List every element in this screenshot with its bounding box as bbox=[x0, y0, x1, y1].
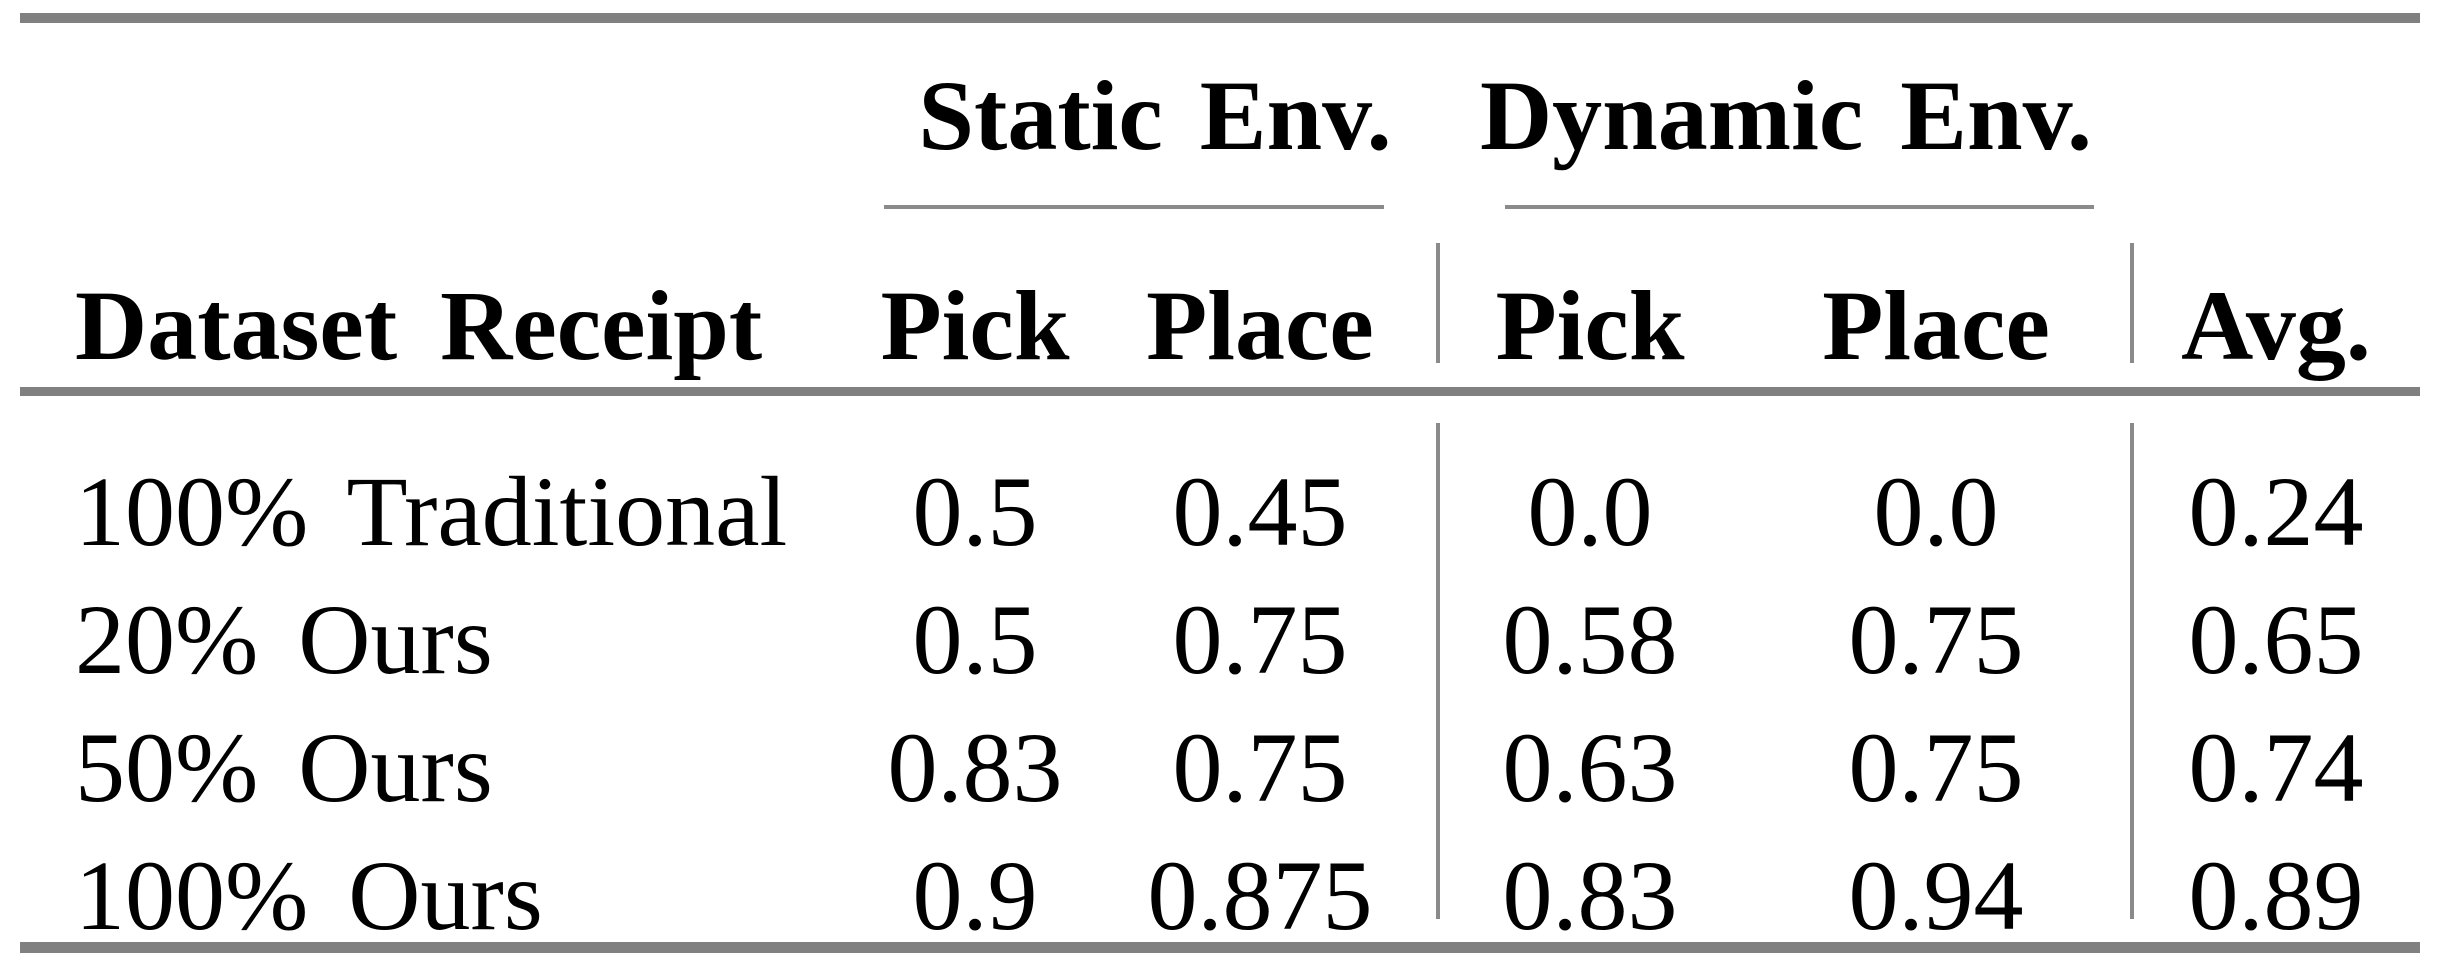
table-row-50-ours: 50% Ours 0.83 0.75 0.63 0.75 0.74 bbox=[20, 704, 2420, 832]
vertical-separator-1-body bbox=[1436, 423, 1440, 919]
cell-dynamic-pick: 0.0 bbox=[1527, 456, 1653, 567]
cell-avg: 0.24 bbox=[2188, 456, 2364, 567]
vertical-separator-2-body bbox=[2130, 423, 2134, 919]
spacer-row bbox=[20, 415, 2420, 448]
cell-static-place: 0.75 bbox=[1172, 584, 1348, 695]
cell-dynamic-pick: 0.83 bbox=[1502, 840, 1678, 951]
results-table: Static Env. Dynamic Env. Dataset Receipt… bbox=[20, 23, 2420, 960]
row-label: 100% Traditional bbox=[75, 456, 788, 567]
cell-dynamic-pick: 0.58 bbox=[1502, 584, 1678, 695]
top-rule bbox=[20, 13, 2420, 23]
empty-cell bbox=[2132, 23, 2420, 237]
table-row-100-ours: 100% Ours 0.9 0.875 0.83 0.94 0.89 bbox=[20, 832, 2420, 960]
column-header-dynamic-place: Place bbox=[1822, 270, 2050, 381]
spacer-cell bbox=[20, 415, 2420, 448]
row-label: 100% Ours bbox=[75, 840, 543, 951]
cell-dynamic-place: 0.94 bbox=[1848, 840, 2024, 951]
row-label: 20% Ours bbox=[75, 584, 493, 695]
group-header-row: Static Env. Dynamic Env. bbox=[20, 23, 2420, 237]
column-header-avg: Avg. bbox=[2181, 270, 2371, 381]
table-row-20-ours: 20% Ours 0.5 0.75 0.58 0.75 0.65 bbox=[20, 576, 2420, 704]
cell-static-place: 0.875 bbox=[1147, 840, 1373, 951]
cell-static-pick: 0.5 bbox=[912, 584, 1038, 695]
cell-avg: 0.65 bbox=[2188, 584, 2364, 695]
cell-static-place: 0.75 bbox=[1172, 712, 1348, 823]
static-env-cmidrule bbox=[884, 205, 1384, 209]
cell-avg: 0.89 bbox=[2188, 840, 2364, 951]
vertical-separator-1-header bbox=[1436, 243, 1440, 363]
column-header-row: Dataset Receipt Pick Place Pick Place Av… bbox=[20, 237, 2420, 415]
row-label: 50% Ours bbox=[75, 712, 493, 823]
column-header-dataset-receipt: Dataset Receipt bbox=[75, 270, 763, 381]
group-header-static-env: Static Env. bbox=[918, 60, 1392, 171]
column-header-dynamic-pick: Pick bbox=[1495, 270, 1685, 381]
dynamic-env-cmidrule bbox=[1505, 205, 2094, 209]
cell-static-pick: 0.83 bbox=[887, 712, 1063, 823]
column-header-static-pick: Pick bbox=[880, 270, 1070, 381]
cell-dynamic-place: 0.0 bbox=[1873, 456, 1999, 567]
cell-dynamic-place: 0.75 bbox=[1848, 712, 2024, 823]
table-row-100-traditional: 100% Traditional 0.5 0.45 0.0 0.0 0.24 bbox=[20, 448, 2420, 576]
cell-static-place: 0.45 bbox=[1172, 456, 1348, 567]
cell-dynamic-pick: 0.63 bbox=[1502, 712, 1678, 823]
cell-avg: 0.74 bbox=[2188, 712, 2364, 823]
header-separator-rule bbox=[20, 387, 2420, 396]
group-header-dynamic-env: Dynamic Env. bbox=[1479, 60, 2093, 171]
vertical-separator-2-header bbox=[2130, 243, 2134, 363]
cell-static-pick: 0.5 bbox=[912, 456, 1038, 567]
empty-cell bbox=[20, 23, 870, 237]
column-header-static-place: Place bbox=[1146, 270, 1374, 381]
cell-dynamic-place: 0.75 bbox=[1848, 584, 2024, 695]
bottom-rule bbox=[20, 942, 2420, 953]
cell-static-pick: 0.9 bbox=[912, 840, 1038, 951]
